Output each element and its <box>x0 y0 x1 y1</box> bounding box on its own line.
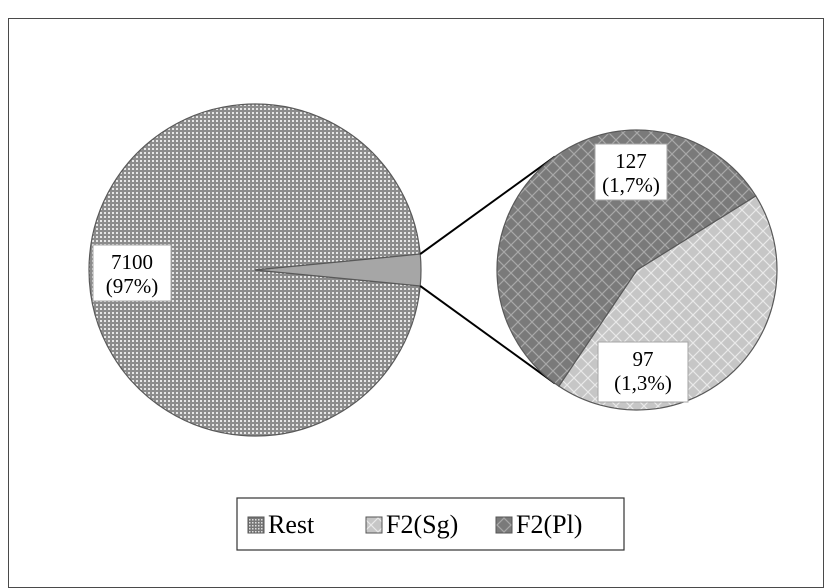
legend-swatch <box>365 516 383 534</box>
legend-label: Rest <box>268 510 315 539</box>
legend: Rest F2(Sg) F2(Pl) <box>236 497 625 551</box>
primary-pie <box>88 103 422 437</box>
legend-swatch <box>495 516 513 534</box>
data-label-percent: (1,7%) <box>602 173 660 197</box>
legend-label: F2(Pl) <box>516 510 582 539</box>
legend-entry-f2-pl: F2(Pl) <box>495 510 582 539</box>
connector-line-top <box>419 155 556 255</box>
connector-line-bottom <box>419 285 556 385</box>
data-label-percent: (97%) <box>106 274 158 298</box>
data-labels: 7100(97%) 127(1,7%) 97(1,3%) <box>92 143 689 403</box>
data-label-percent: (1,3%) <box>614 371 672 395</box>
connector-lines <box>419 155 556 385</box>
slice-f2-pl <box>496 129 757 387</box>
data-label-f2-sg: 97(1,3%) <box>597 341 689 403</box>
data-label-box <box>597 341 689 403</box>
legend-box <box>236 497 625 551</box>
legend-label: F2(Sg) <box>386 510 458 539</box>
data-label-value: 7100 <box>111 250 153 274</box>
data-label-box <box>594 143 668 201</box>
legend-entry-rest: Rest <box>247 510 315 539</box>
data-label-box <box>92 244 172 302</box>
slice-rest <box>88 103 421 437</box>
legend-swatch <box>247 516 265 534</box>
data-label-value: 97 <box>633 347 654 371</box>
slice-other <box>254 253 422 287</box>
data-label-value: 127 <box>615 149 647 173</box>
legend-entry-f2-sg: F2(Sg) <box>365 510 458 539</box>
data-label-rest: 7100(97%) <box>92 244 172 302</box>
data-label-f2-pl: 127(1,7%) <box>594 143 668 201</box>
